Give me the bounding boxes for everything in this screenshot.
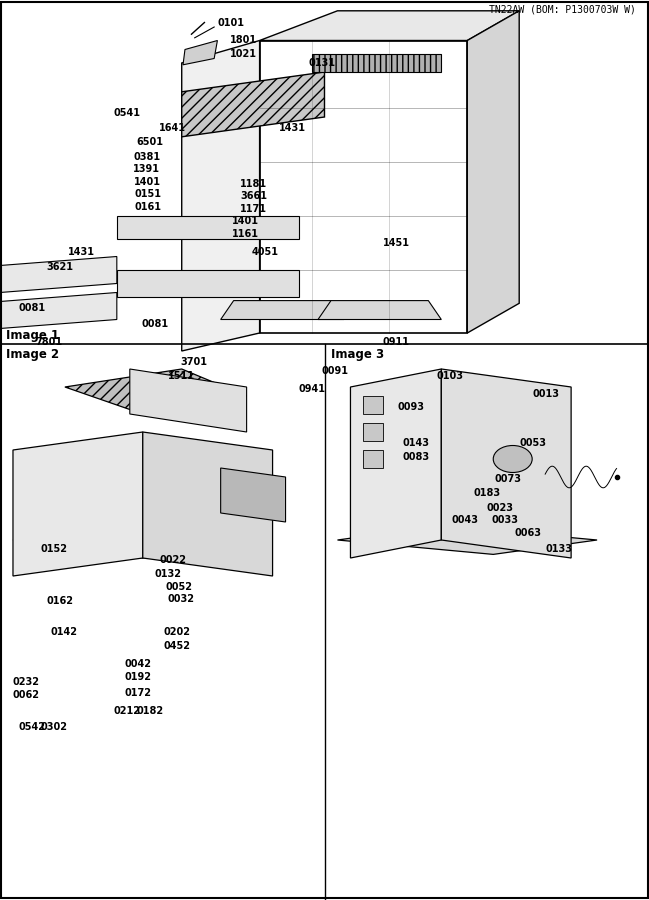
Text: 0033: 0033 — [492, 515, 519, 526]
Text: 0182: 0182 — [136, 706, 164, 716]
Text: 1401: 1401 — [134, 176, 162, 187]
Text: 0183: 0183 — [474, 488, 501, 499]
Text: 0212: 0212 — [114, 706, 141, 716]
Text: 0192: 0192 — [125, 671, 152, 682]
Text: 0062: 0062 — [13, 689, 40, 700]
Polygon shape — [117, 216, 299, 239]
Polygon shape — [0, 292, 117, 328]
Text: 0202: 0202 — [164, 626, 191, 637]
Text: 0162: 0162 — [47, 596, 74, 607]
Text: 0022: 0022 — [159, 554, 186, 565]
Polygon shape — [65, 369, 247, 410]
Text: 1391: 1391 — [133, 164, 160, 175]
Text: 6501: 6501 — [136, 137, 164, 148]
Text: 1511: 1511 — [167, 371, 195, 382]
Text: 0541: 0541 — [114, 107, 141, 118]
Text: 0132: 0132 — [154, 569, 182, 580]
Text: 0053: 0053 — [519, 437, 546, 448]
Text: 1171: 1171 — [240, 203, 267, 214]
Text: 1181: 1181 — [240, 178, 267, 189]
Polygon shape — [182, 72, 324, 137]
Text: 3621: 3621 — [47, 262, 74, 273]
Text: 0151: 0151 — [134, 189, 162, 200]
Text: 0083: 0083 — [402, 452, 430, 463]
Text: 0542: 0542 — [18, 722, 45, 733]
Text: Image 2: Image 2 — [6, 348, 60, 361]
Polygon shape — [117, 270, 299, 297]
Text: 0013: 0013 — [532, 389, 559, 400]
Polygon shape — [0, 256, 117, 292]
Text: 1451: 1451 — [383, 238, 410, 248]
Text: 0381: 0381 — [133, 151, 160, 162]
Polygon shape — [337, 526, 597, 554]
Text: 0133: 0133 — [545, 544, 572, 554]
Text: TN22AW (BOM: P1300703W W): TN22AW (BOM: P1300703W W) — [489, 4, 636, 14]
Polygon shape — [182, 40, 260, 351]
Text: 0143: 0143 — [402, 437, 430, 448]
Polygon shape — [467, 11, 519, 333]
Text: Image 1: Image 1 — [6, 329, 60, 342]
Text: 0052: 0052 — [165, 581, 193, 592]
Text: 0023: 0023 — [487, 502, 514, 513]
Text: 3661: 3661 — [240, 191, 267, 202]
Text: 0172: 0172 — [125, 688, 152, 698]
Text: 1161: 1161 — [232, 229, 260, 239]
Text: 0063: 0063 — [514, 527, 541, 538]
Text: 0091: 0091 — [321, 365, 349, 376]
Text: 0302: 0302 — [40, 722, 67, 733]
Text: 0232: 0232 — [13, 677, 40, 688]
Text: 0032: 0032 — [167, 594, 195, 605]
Text: 0103: 0103 — [436, 371, 463, 382]
Text: 7801: 7801 — [36, 337, 63, 347]
Text: 0131: 0131 — [308, 58, 336, 68]
Text: 0152: 0152 — [40, 544, 67, 554]
Text: 1641: 1641 — [159, 122, 186, 133]
Polygon shape — [130, 369, 247, 432]
Polygon shape — [183, 40, 217, 65]
Bar — [363, 396, 383, 414]
Text: 0161: 0161 — [134, 202, 162, 212]
Bar — [363, 423, 383, 441]
Text: 1431: 1431 — [279, 122, 306, 133]
Text: 4051: 4051 — [252, 247, 279, 257]
Text: 0452: 0452 — [164, 641, 191, 652]
Text: 0073: 0073 — [495, 473, 522, 484]
Text: 0081: 0081 — [141, 319, 169, 329]
Text: 0042: 0042 — [125, 659, 152, 670]
Text: 0101: 0101 — [217, 17, 245, 28]
Polygon shape — [221, 468, 286, 522]
Text: 0093: 0093 — [397, 401, 424, 412]
Text: 1801: 1801 — [230, 34, 258, 45]
Polygon shape — [350, 369, 441, 558]
Ellipse shape — [493, 446, 532, 472]
Polygon shape — [260, 11, 519, 40]
Text: 0142: 0142 — [51, 626, 78, 637]
Text: 3701: 3701 — [180, 356, 208, 367]
Text: 0043: 0043 — [451, 515, 478, 526]
Polygon shape — [13, 432, 143, 576]
Polygon shape — [441, 369, 571, 558]
Text: 1401: 1401 — [232, 216, 260, 227]
Bar — [363, 450, 383, 468]
Polygon shape — [312, 54, 441, 72]
Text: 1021: 1021 — [230, 49, 258, 59]
Text: 1431: 1431 — [68, 247, 95, 257]
Text: 0081: 0081 — [18, 302, 45, 313]
Polygon shape — [318, 301, 441, 320]
Polygon shape — [13, 522, 273, 558]
Text: 0911: 0911 — [383, 337, 410, 347]
Text: Image 3: Image 3 — [331, 348, 384, 361]
Text: 0941: 0941 — [299, 383, 326, 394]
Polygon shape — [143, 432, 273, 576]
Polygon shape — [221, 301, 344, 320]
